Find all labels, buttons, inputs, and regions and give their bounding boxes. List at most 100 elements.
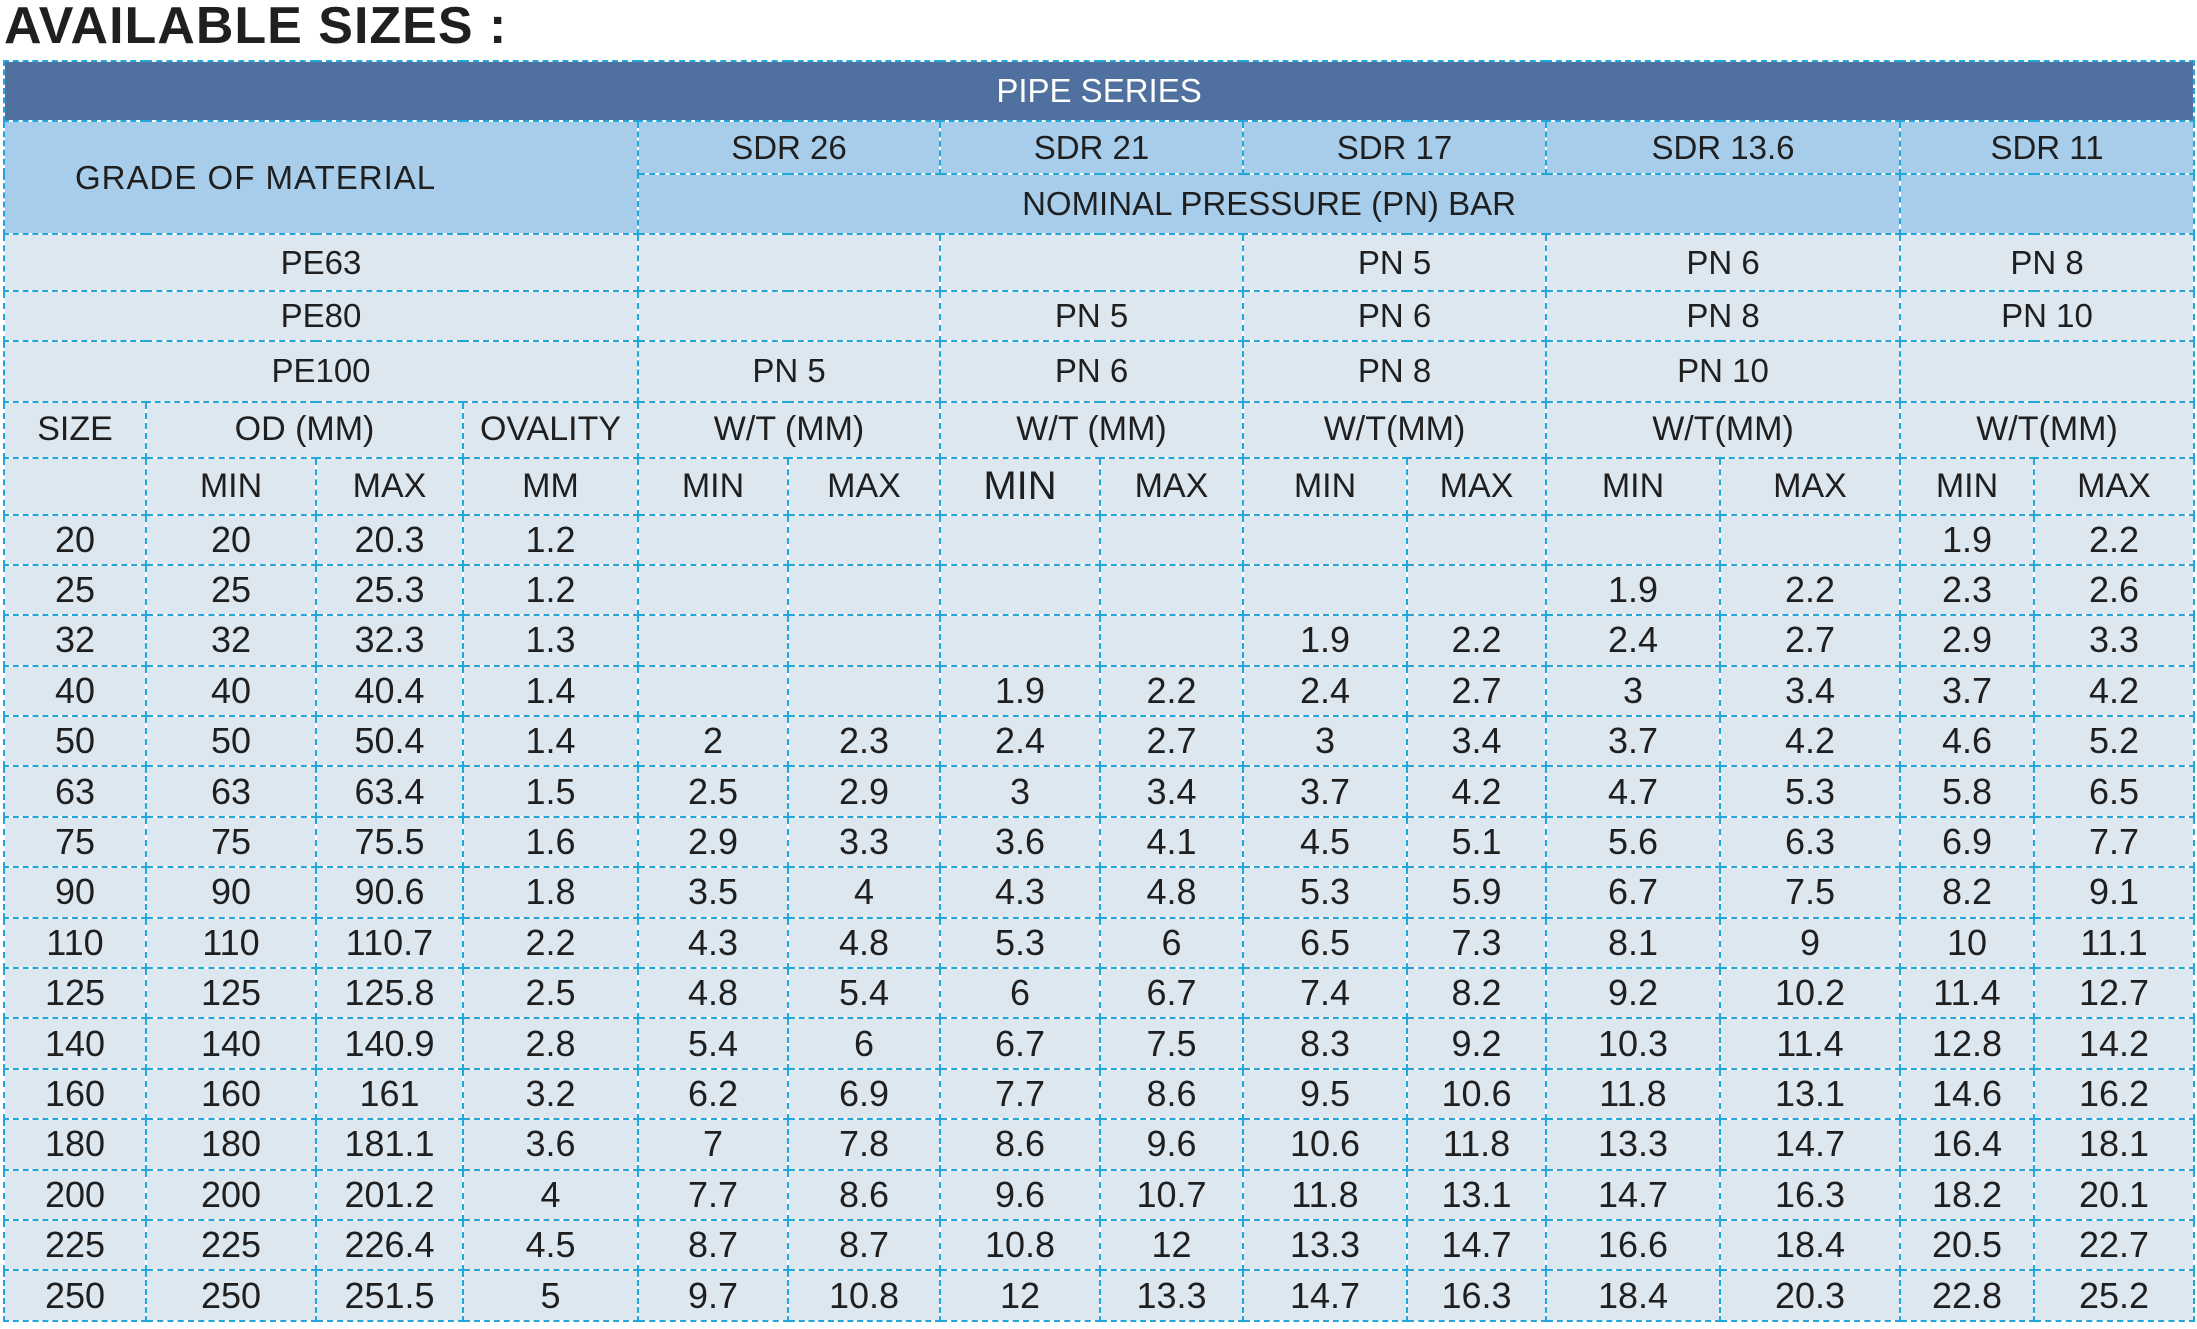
size-cell: 50 (3, 715, 147, 768)
table-cell: 2.9 (787, 765, 941, 818)
table-cell: 110 (145, 916, 317, 970)
table-cell: 10.7 (1099, 1168, 1244, 1221)
table-cell: 3 (1545, 664, 1721, 718)
table-cell: 18.1 (2032, 1118, 2196, 1171)
table-cell (787, 614, 941, 667)
table-cell: 12 (939, 1269, 1101, 1322)
mm-subheader: MM (462, 457, 639, 516)
size-cell: 63 (3, 765, 147, 818)
table-cell: 6.7 (1545, 866, 1721, 919)
pn-rating (637, 289, 941, 343)
table-cell: 7.7 (2032, 815, 2196, 869)
table-cell: 4.1 (1099, 815, 1244, 869)
table-cell: 16.6 (1545, 1218, 1721, 1272)
sdr-header: SDR 26 (637, 120, 941, 175)
table-row: 63 63 63.4 1.5 2.5 2.9 3 3.4 3.7 4.2 4.7 5.3 5.8 6.5 (3, 765, 2196, 818)
table-cell: 13.1 (1406, 1168, 1547, 1221)
table-cell: 6.7 (939, 1017, 1101, 1070)
table-cell: 9.6 (939, 1168, 1101, 1221)
table-cell: 226.4 (315, 1218, 464, 1272)
table-cell: 12 (1099, 1218, 1244, 1272)
table-cell: 1.9 (1545, 563, 1721, 617)
table-cell: 1.2 (462, 513, 639, 566)
size-cell: 200 (3, 1168, 147, 1221)
size-cell: 180 (3, 1118, 147, 1171)
table-cell: 8.3 (1242, 1017, 1408, 1070)
table-cell: 161 (315, 1067, 464, 1121)
size-cell: 32 (3, 614, 147, 667)
table-cell (787, 664, 941, 718)
table-cell: 7 (637, 1118, 789, 1171)
table-cell: 7.7 (939, 1067, 1101, 1121)
max-subheader: MAX (1099, 457, 1244, 516)
wall-thickness-header: W/T (MM) (637, 400, 941, 460)
table-cell: 4.5 (462, 1218, 639, 1272)
table-row: 75 75 75.5 1.6 2.9 3.3 3.6 4.1 4.5 5.1 5.6 6.3 6.9 7.… (3, 815, 2196, 869)
page-title: AVAILABLE SIZES : (4, 0, 508, 55)
table-cell: 7.5 (1719, 866, 1901, 919)
table-cell: 4.3 (939, 866, 1101, 919)
table-cell (787, 513, 941, 566)
size-subheader-blank (3, 457, 147, 516)
wall-thickness-header: W/T (MM) (939, 400, 1244, 460)
table-cell: 5.8 (1899, 765, 2035, 818)
table-cell: 201.2 (315, 1168, 464, 1221)
table-row: 250 250 251.5 5 9.7 10.8 12 13.3 14.7 16.3 18.4 20.… (3, 1269, 2196, 1322)
table-cell: 2.2 (462, 916, 639, 970)
table-cell: 2.6 (2032, 563, 2196, 617)
table-cell: 1.9 (1242, 614, 1408, 667)
table-cell: 1.5 (462, 765, 639, 818)
table-cell (939, 563, 1101, 617)
table-cell: 2.7 (1406, 664, 1547, 718)
table-cell: 11.8 (1545, 1067, 1721, 1121)
table-cell: 225 (145, 1218, 317, 1272)
sdr-header: SDR 21 (939, 120, 1244, 175)
table-cell: 2 (637, 715, 789, 768)
table-cell: 32.3 (315, 614, 464, 667)
table-row: 32 32 32.3 1.3 1.9 2.2 2.4 2.7 2.9 3.3 (3, 614, 2196, 667)
table-cell: 20.5 (1899, 1218, 2035, 1272)
sizes-table: PIPE SERIES GRADE OF MATERIAL SDR 26 SDR… (2, 59, 2196, 1322)
table-cell: 14.6 (1899, 1067, 2035, 1121)
table-cell: 1.9 (939, 664, 1101, 718)
table-cell: 75.5 (315, 815, 464, 869)
table-cell: 9.1 (2032, 866, 2196, 919)
table-cell: 2.2 (1719, 563, 1901, 617)
table-cell: 1.2 (462, 563, 639, 617)
pn-rating: PN 5 (939, 289, 1244, 343)
sdr-header: SDR 17 (1242, 120, 1547, 175)
table-cell: 10.8 (939, 1218, 1101, 1272)
table-cell: 6 (787, 1017, 941, 1070)
table-cell: 3 (1242, 715, 1408, 768)
pn-rating: PN 10 (1898, 289, 2196, 343)
table-cell: 7.8 (787, 1118, 941, 1171)
table-cell (1406, 513, 1547, 566)
table-row: 110 110 110.7 2.2 4.3 4.8 5.3 6 6.5 7.3 8.1 9 10 11.1 (3, 916, 2196, 970)
table-cell: 6 (939, 967, 1101, 1020)
table-cell: 3.4 (1406, 715, 1547, 768)
table-cell: 4 (787, 866, 941, 919)
material-label: PE80 (3, 289, 639, 343)
nominal-pressure-blank (1898, 172, 2196, 236)
sizes-table-container: PIPE SERIES GRADE OF MATERIAL SDR 26 SDR… (2, 59, 2196, 1322)
table-cell (1099, 563, 1244, 617)
table-row: 225 225 226.4 4.5 8.7 8.7 10.8 12 13.3 14.7 16.6 18… (3, 1218, 2196, 1272)
table-cell: 5.1 (1406, 815, 1547, 869)
table-cell: 16.4 (1899, 1118, 2035, 1171)
pn-rating: PN 6 (939, 340, 1244, 403)
table-cell: 4.3 (637, 916, 789, 970)
size-cell: 160 (3, 1067, 147, 1121)
table-cell: 6.9 (1899, 815, 2035, 869)
table-cell: 160 (145, 1067, 317, 1121)
table-cell: 8.2 (1406, 967, 1547, 1020)
table-cell: 20.3 (1719, 1269, 1901, 1322)
table-cell: 2.8 (462, 1017, 639, 1070)
table-cell: 6.2 (637, 1067, 789, 1121)
table-cell: 14.7 (1406, 1218, 1547, 1272)
table-cell: 6.7 (1099, 967, 1244, 1020)
table-cell: 3 (939, 765, 1101, 818)
table-cell (637, 513, 789, 566)
max-subheader: MAX (1719, 457, 1901, 516)
pn-rating: PN 8 (1898, 233, 2196, 292)
pn-rating: PN 8 (1242, 340, 1547, 403)
